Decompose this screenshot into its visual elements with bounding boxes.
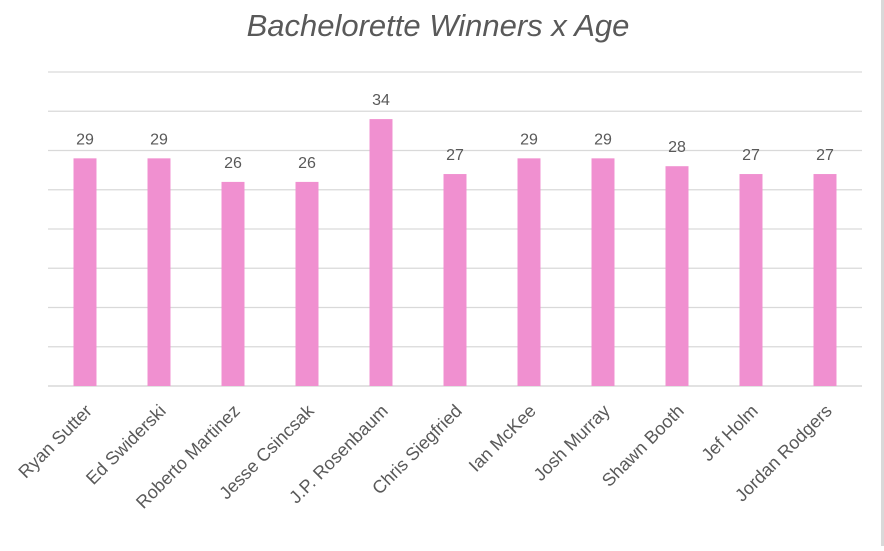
- x-tick-label: Ian McKee: [465, 401, 540, 476]
- data-labels: 29 29 26 26 34 27 29 29 28 27 27: [76, 92, 834, 172]
- x-tick-label: Jef Holm: [697, 401, 761, 465]
- bar: [443, 174, 467, 386]
- data-label: 29: [594, 131, 612, 148]
- chart-title: Bachelorette Winners x Age: [247, 8, 630, 43]
- bar: [73, 158, 97, 386]
- data-label: 29: [150, 131, 168, 148]
- data-label: 34: [372, 92, 390, 109]
- bar: [517, 158, 541, 386]
- data-label: 29: [76, 131, 94, 148]
- chart-frame-edge: [881, 0, 884, 546]
- bar: [739, 174, 763, 386]
- bar: [221, 181, 245, 386]
- data-label: 26: [298, 155, 316, 172]
- bars: [73, 119, 837, 386]
- data-label: 28: [668, 139, 686, 156]
- bar: [147, 158, 171, 386]
- data-label: 27: [816, 147, 834, 164]
- bar: [369, 119, 393, 386]
- bar: [665, 166, 689, 386]
- bar: [591, 158, 615, 386]
- data-label: 27: [446, 147, 464, 164]
- data-label: 29: [520, 131, 538, 148]
- bar: [813, 174, 837, 386]
- data-label: 27: [742, 147, 760, 164]
- data-label: 26: [224, 155, 242, 172]
- bar: [295, 181, 319, 386]
- x-tick-label: Ryan Sutter: [14, 401, 95, 482]
